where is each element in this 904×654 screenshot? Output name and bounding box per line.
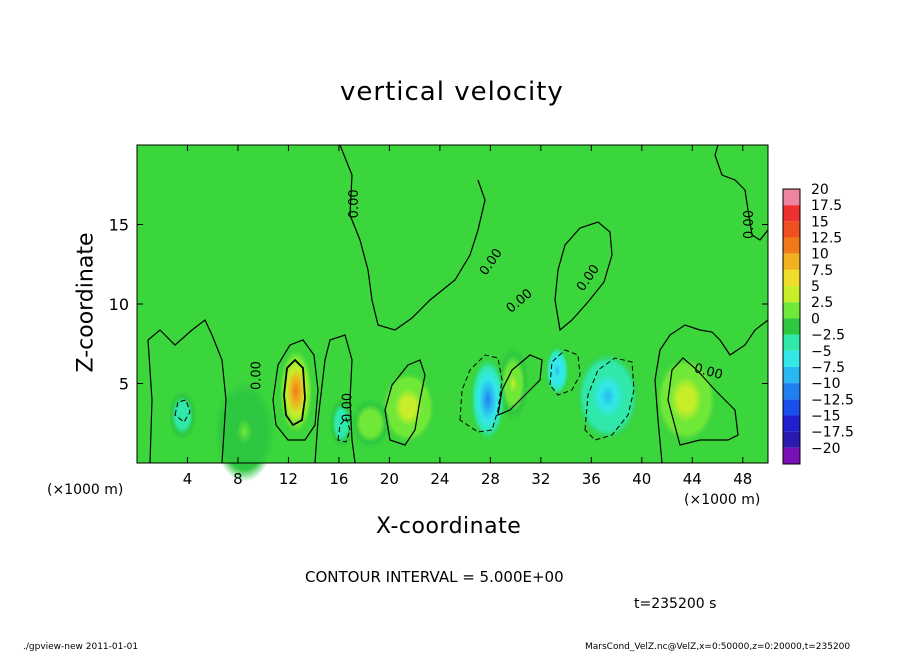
colorbar-cell <box>783 237 800 254</box>
colorbar-cell <box>783 286 800 303</box>
contour-peak-inner <box>283 358 306 427</box>
colorbar-cell <box>783 447 800 464</box>
contour-positive-43k <box>667 357 739 446</box>
y-tick-label: 5 <box>119 375 129 394</box>
colorbar-label: −20 <box>811 441 841 457</box>
contour-zero-mid <box>314 334 356 464</box>
contour-negative-33k <box>549 349 581 396</box>
contour-negative-4k <box>174 399 191 423</box>
contour-zero-upper-right <box>714 144 769 241</box>
downdraft-region <box>545 345 570 397</box>
colorbar-cell <box>783 221 800 238</box>
updraft-region <box>213 380 275 483</box>
contour-label: 0.00 <box>692 361 724 383</box>
colorbar-label: −15 <box>811 408 841 424</box>
contour-positive-20k <box>384 359 426 446</box>
colorbar-label: −7.5 <box>811 360 845 376</box>
colorbar-cell <box>783 350 800 367</box>
x-tick-label: 44 <box>683 470 702 488</box>
contour-zero-left-upper <box>339 144 486 331</box>
colorbar-label: −17.5 <box>811 425 854 441</box>
x-unit-label-left: (×1000 m) <box>47 482 124 498</box>
contour-zero-right <box>654 319 769 464</box>
contour-label: 0.00 <box>347 189 362 218</box>
contour-negative-37k <box>584 357 635 441</box>
x-axis-ticks: 4 8 12 16 20 24 28 32 36 40 44 48 <box>183 145 752 488</box>
colorbar-cell <box>783 366 800 384</box>
y-tick-label: 15 <box>109 216 129 235</box>
contour-negative-16k <box>337 417 351 443</box>
downdraft-region <box>575 350 641 443</box>
contour-lines <box>147 144 769 464</box>
colorbar-label: 15 <box>811 214 829 230</box>
colorbar-cell <box>783 205 800 222</box>
colorbar-cell <box>783 415 800 432</box>
colorbar-cell <box>783 302 800 319</box>
x-tick-label: 32 <box>531 470 550 488</box>
colorbar: 2017.51512.5107.552.50−2.5−5−7.5−10−12.5… <box>782 182 854 465</box>
colorbar-label: −2.5 <box>811 328 845 344</box>
plot-area: 0.000.000.000.00 0.000.000.000.00 4 8 12 16 2… <box>109 144 769 488</box>
y-axis-ticks: 5 10 15 <box>109 216 768 394</box>
colorbar-label: 17.5 <box>811 198 842 214</box>
updraft-region <box>350 397 391 449</box>
x-tick-label: 4 <box>183 470 193 488</box>
contour-peak-outer <box>272 339 319 441</box>
time-label: t=235200 s <box>634 596 717 612</box>
x-tick-label: 48 <box>733 470 752 488</box>
contour-interval-label: CONTOUR INTERVAL = 5.000E+00 <box>305 568 564 586</box>
x-tick-label: 28 <box>481 470 500 488</box>
x-tick-label: 8 <box>233 470 243 488</box>
colorbar-frame <box>782 188 801 465</box>
colorbar-cell <box>783 318 800 335</box>
x-tick-label: 20 <box>380 470 399 488</box>
downdraft-region <box>168 389 197 441</box>
colorbar-label: 5 <box>811 279 820 295</box>
x-axis-label: X-coordinate <box>376 514 522 539</box>
contour-positive-30k <box>497 354 543 416</box>
footer-right: MarsCond_VelZ.nc@VelZ,x=0:50000,z=0:2000… <box>585 642 851 652</box>
x-unit-label-right: (×1000 m) <box>684 492 761 508</box>
colorbar-cell <box>783 399 800 416</box>
x-tick-label: 16 <box>329 470 348 488</box>
colorbar-label: −10 <box>811 376 841 392</box>
colorbar-label: 10 <box>811 247 829 263</box>
x-tick-label: 40 <box>632 470 651 488</box>
colorbar-label: −5 <box>811 344 832 360</box>
colorbar-label: 7.5 <box>811 263 833 279</box>
colorbar-label: 20 <box>811 182 829 198</box>
colorbar-cell <box>783 334 800 351</box>
colorbar-cell <box>783 383 800 400</box>
contour-negative-28k <box>459 354 503 433</box>
x-tick-label: 12 <box>279 470 298 488</box>
x-tick-label: 24 <box>430 470 449 488</box>
colorbar-cell <box>783 189 800 206</box>
downdraft-region <box>469 356 507 443</box>
y-axis-label: Z-coordinate <box>73 232 99 373</box>
colorbar-cell <box>783 269 800 287</box>
contour-label: 0.00 <box>250 361 265 390</box>
colorbar-label: 2.5 <box>811 295 833 311</box>
contour-label: 0.00 <box>742 210 757 239</box>
chart-title: vertical velocity <box>340 77 564 107</box>
negative-contours <box>174 349 635 443</box>
colorbar-label: −12.5 <box>811 392 854 408</box>
colorbar-label: 0 <box>811 311 820 327</box>
colorbar-cell <box>783 253 800 270</box>
y-tick-label: 10 <box>109 295 129 314</box>
colorbar-cell <box>783 431 800 448</box>
contour-label: 0.00 <box>341 393 356 422</box>
x-tick-label: 36 <box>582 470 601 488</box>
contour-zero-right-lobe <box>554 221 613 332</box>
contour-zero-left <box>147 319 227 464</box>
colorbar-label: 12.5 <box>811 231 842 247</box>
footer-left: ./gpview-new 2011-01-01 <box>23 642 139 652</box>
